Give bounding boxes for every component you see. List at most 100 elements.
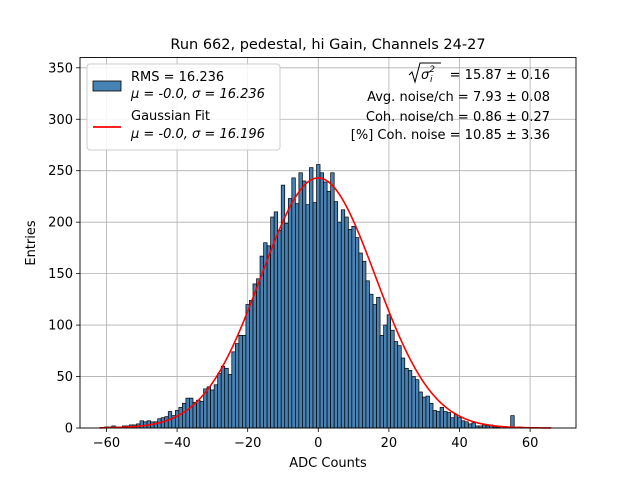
histogram-bar — [266, 245, 271, 429]
x-tick-label: 20 — [381, 436, 398, 451]
histogram-bar — [376, 296, 381, 429]
histogram-bar — [323, 181, 328, 429]
histogram-bar — [404, 367, 409, 429]
histogram-bar — [224, 367, 229, 429]
histogram-bar — [432, 410, 437, 429]
histogram-bar — [249, 300, 254, 429]
histogram-bar — [174, 410, 180, 429]
histogram-bar — [164, 416, 169, 429]
x-tick-label: 40 — [451, 436, 468, 451]
histogram-bar — [467, 423, 473, 429]
histogram-bar — [227, 374, 233, 429]
histogram-bar — [284, 222, 289, 429]
histogram-bar — [372, 304, 377, 429]
histogram-bar — [400, 357, 406, 429]
histogram-bar — [460, 420, 466, 429]
histogram-bar — [309, 167, 314, 429]
histogram-bar — [245, 304, 250, 429]
histogram-bar — [347, 229, 353, 429]
histogram-bar — [453, 414, 459, 429]
annotation-avg-noise: Avg. noise/ch = 7.93 ± 0.08 — [367, 90, 550, 105]
sigma-symbol: σ2 i — [421, 65, 435, 85]
y-tick-label: 200 — [48, 216, 73, 231]
x-tick-label: 0 — [314, 436, 322, 451]
x-tick-label: 60 — [522, 436, 539, 451]
histogram-bar — [415, 379, 420, 429]
histogram-bar — [450, 417, 455, 429]
histogram-bar — [482, 424, 487, 429]
histogram-bar — [457, 417, 462, 429]
histogram-bar — [362, 260, 367, 429]
histogram-bar — [436, 411, 441, 429]
histogram-bar — [182, 402, 187, 429]
histogram-bar — [369, 293, 374, 429]
histogram-bar — [330, 172, 335, 429]
histogram-bar — [217, 373, 222, 429]
histogram-bar — [287, 198, 293, 429]
y-tick-label: 250 — [48, 164, 73, 179]
legend-fit-label-1: Gaussian Fit — [131, 109, 210, 124]
gaussian-fit-curve — [99, 177, 552, 429]
y-axis-ticks: 0 50 100 150 200 250 300 350 — [48, 61, 80, 437]
y-tick-label: 100 — [48, 319, 73, 334]
histogram-bar — [189, 397, 194, 429]
histogram-bar — [206, 386, 211, 429]
y-axis-label: Entries — [24, 220, 39, 266]
histogram-bar — [464, 421, 469, 429]
histogram-bar — [337, 221, 342, 429]
noise-annotations: σ2 i = 15.87 ± 0.16 Avg. noise/ch = 7.93 … — [351, 62, 550, 143]
histogram-bar — [259, 255, 264, 429]
y-tick-label: 300 — [48, 113, 73, 128]
y-tick-label: 50 — [56, 370, 73, 385]
histogram-bar — [178, 407, 183, 429]
histogram-bar — [294, 203, 300, 429]
legend-hist-label-2: μ = -0.0, σ = 16.236 — [130, 87, 265, 102]
histogram-bar — [365, 280, 370, 429]
histogram-bar — [383, 324, 388, 429]
histogram-bar — [231, 351, 236, 429]
histogram-bar — [355, 237, 360, 429]
histogram-bar — [220, 365, 226, 429]
legend-hist-swatch — [92, 80, 122, 92]
histogram-bar — [256, 278, 261, 429]
chart-title: Run 662, pedestal, hi Gain, Channels 24-… — [170, 37, 485, 53]
y-tick-label: 0 — [65, 422, 73, 437]
x-tick-label: −40 — [163, 436, 190, 451]
histogram-bar — [418, 391, 423, 429]
histogram-bar — [196, 399, 201, 429]
histogram-bar — [393, 341, 399, 429]
plot-frame — [79, 57, 577, 429]
histogram-bar — [344, 216, 349, 429]
histogram-bar — [302, 180, 307, 429]
histogram-bar — [386, 314, 392, 429]
histogram-bar — [439, 407, 444, 429]
histogram-bar — [312, 202, 317, 429]
histogram-bar — [390, 329, 395, 429]
annotation-sigma-value: = 15.87 ± 0.16 — [450, 68, 550, 83]
legend-box — [86, 63, 281, 151]
histogram-bar — [446, 412, 452, 429]
histogram-bar — [213, 384, 219, 429]
y-tick-label: 150 — [48, 267, 73, 282]
histogram-bar — [379, 335, 384, 429]
histogram-bar — [192, 401, 197, 429]
histogram-bar — [291, 177, 296, 429]
histogram-bar — [305, 204, 310, 429]
histogram-bar — [234, 343, 240, 429]
histogram-bar — [319, 172, 324, 429]
x-axis-ticks: −60 −40 −20 0 20 40 60 — [93, 428, 539, 451]
histogram-bar — [510, 415, 515, 429]
histogram-bar — [397, 345, 402, 429]
histogram-bar — [273, 211, 279, 429]
x-tick-label: −20 — [234, 436, 261, 451]
legend-hist-label-1: RMS = 16.236 — [131, 70, 224, 85]
histogram-bar — [316, 164, 321, 429]
histogram-bar — [277, 230, 282, 429]
histogram-bar — [139, 420, 144, 429]
annotation-coh-noise: Coh. noise/ch = 0.86 ± 0.27 — [366, 110, 550, 125]
histogram-bar — [411, 376, 416, 429]
histogram-bar — [351, 225, 356, 429]
histogram-bar — [443, 411, 448, 429]
histogram-bar — [210, 389, 215, 429]
